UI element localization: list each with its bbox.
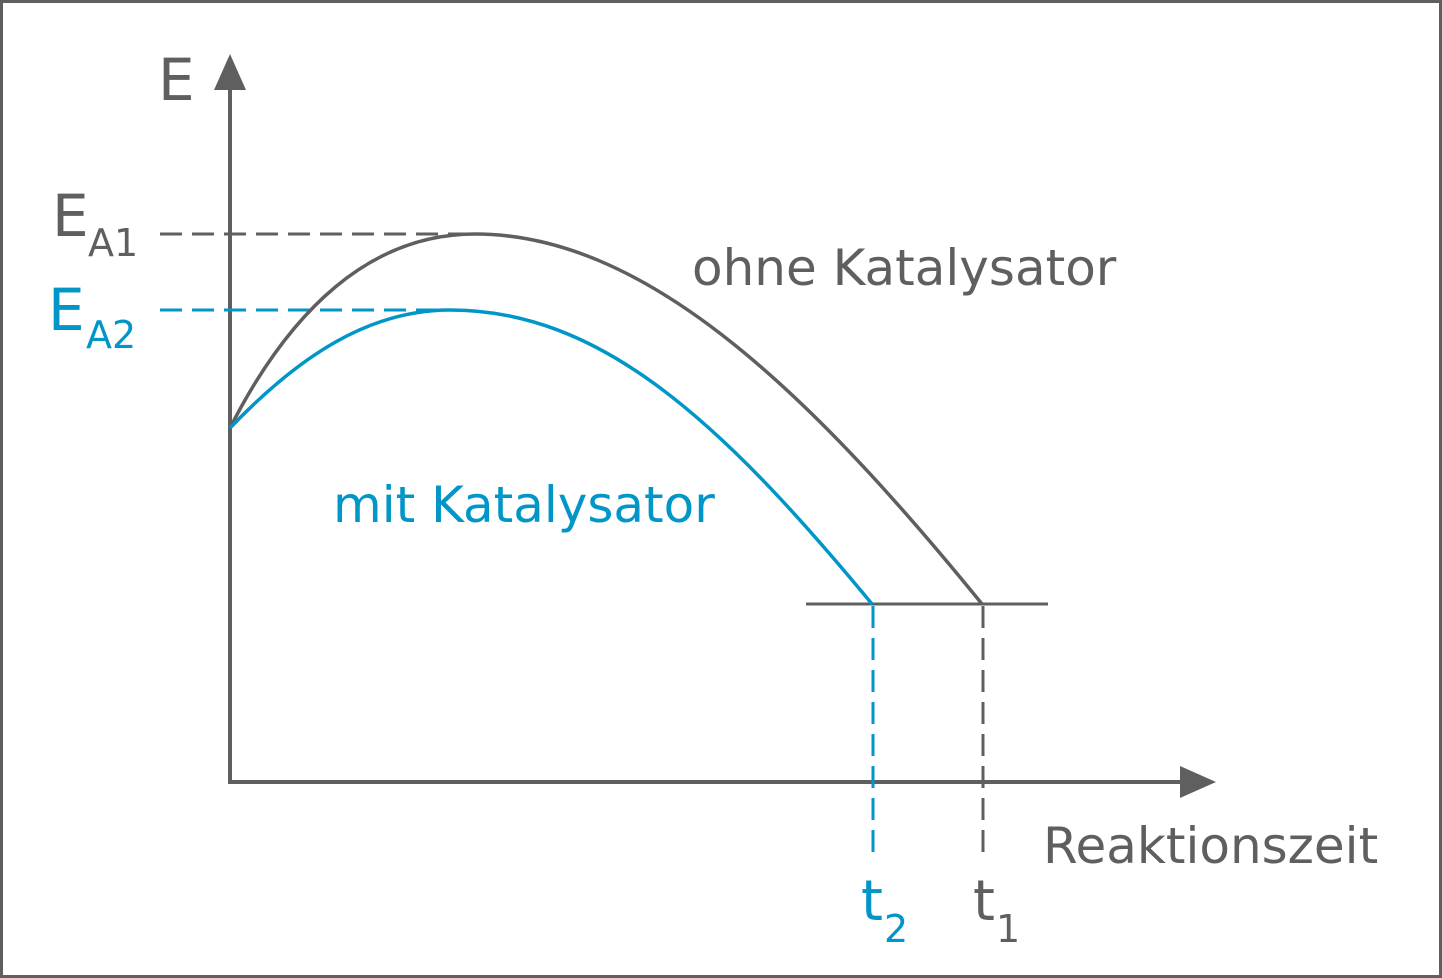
y-axis-label: E — [158, 46, 195, 114]
ea2-subscript: A2 — [86, 313, 136, 357]
curve-without-catalyst — [228, 232, 984, 606]
t1-label: t — [973, 869, 995, 934]
x-axis-arrow-icon — [1180, 766, 1216, 798]
y-axis-arrow-icon — [214, 54, 246, 90]
t2-label: t — [861, 869, 883, 934]
t1-subscript: 1 — [996, 907, 1020, 951]
label-with-catalyst: mit Katalysator — [333, 476, 715, 534]
t2-subscript: 2 — [884, 907, 908, 951]
ea1-subscript: A1 — [88, 221, 138, 265]
label-without-catalyst: ohne Katalysator — [692, 239, 1117, 297]
ea1-label: E — [52, 182, 89, 250]
curve-with-catalyst — [228, 308, 874, 606]
ea2-label: E — [48, 276, 85, 344]
x-axis-label: Reaktionszeit — [1043, 817, 1378, 875]
